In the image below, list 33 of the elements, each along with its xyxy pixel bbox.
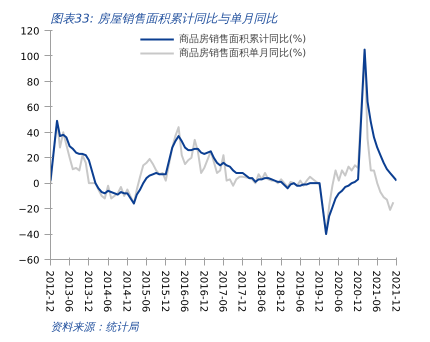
x-tick-label: 2016-12 [197,270,208,312]
y-tick-label: 20 [26,154,40,165]
x-tick-label: 2021-12 [390,270,400,312]
text: 资料来源：统计局 [50,320,140,334]
legend-label: 商品房销售面积单月同比(%) [178,46,306,60]
y-tick-label: 40 [26,128,40,140]
x-tick-label: 2017-06 [216,270,228,312]
x-tick-label: 2012-12 [44,270,54,312]
chart-title: 图表33: 房屋销售面积累计同比与单月同比 [50,12,279,26]
y-tick-label: 60 [26,102,40,114]
y-tick-label: −40 [18,230,40,242]
y-tick-label: 120 [20,26,40,38]
legend-label: 商品房销售面积累计同比(%) [178,32,306,46]
x-tick-label: 2019-06 [293,270,304,312]
x-tick-label: 2018-12 [274,270,286,312]
x-tick-label: 2019-12 [312,270,324,312]
x-tick-label: 2021-06 [370,270,382,312]
x-tick-label: 2014-06 [101,270,112,312]
x-tick-label: 2014-12 [120,270,132,312]
y-tick-label: −60 [18,256,40,266]
x-tick-label: 2018-06 [254,270,266,312]
x-tick-label: 2013-12 [82,270,93,312]
y-tick-label: −20 [18,204,40,216]
y-tick-label: 80 [26,77,40,88]
x-tick-label: 2017-12 [236,270,247,312]
x-tick-label: 2020-06 [332,270,343,312]
x-tick-label: 2013-06 [62,270,74,312]
x-tick-label: 2016-06 [178,270,190,312]
y-tick-label: 0 [33,179,40,190]
y-tick-label: 100 [20,52,40,63]
x-tick-label: 2015-06 [140,270,150,312]
x-tick-label: 2020-12 [351,270,362,312]
x-tick-label: 2015-12 [158,270,170,312]
